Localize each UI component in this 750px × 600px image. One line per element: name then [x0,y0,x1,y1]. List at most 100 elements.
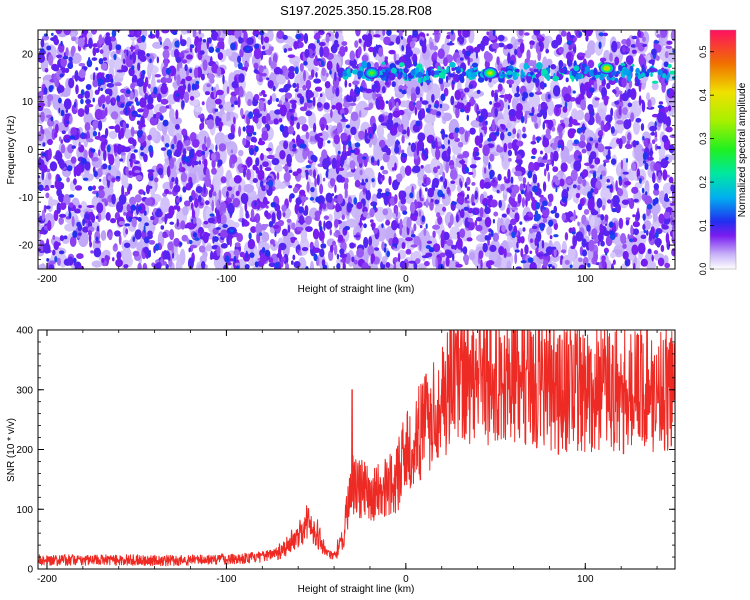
heatmap-cell [439,252,446,258]
heatmap-cell [423,260,430,267]
heatmap-cell [549,235,553,240]
heatmap-cell [458,126,465,135]
heatmap-cell [277,182,287,190]
heatmap-cell [600,240,605,247]
heatmap-cell [510,207,518,211]
heatmap-cell [645,191,648,196]
heatmap-cell [202,231,209,244]
heatmap-cell [159,41,163,46]
heatmap-signal-cell [420,77,424,83]
heatmap-cell [119,94,125,103]
heatmap-cell [338,234,344,242]
heatmap-cell [515,159,523,164]
heatmap-cell [363,223,367,229]
heatmap-cell [382,208,389,216]
heatmap-cell [379,99,385,110]
heatmap-cell [203,158,208,168]
heatmap-cell [258,99,265,112]
heatmap-cell [300,143,307,149]
heatmap-cell [47,138,53,146]
heatmap-cell [625,217,631,221]
heatmap-cell [118,234,122,246]
heatmap-cell [391,81,396,88]
heatmap-cell [77,108,85,117]
heatmap-cell [197,114,205,119]
heatmap-cell [493,102,501,108]
heatmap-cell [449,31,456,42]
heatmap-signal-cell [357,70,363,78]
x-tick-label: 100 [577,274,594,285]
heatmap-cell [466,194,470,200]
heatmap-cell [291,102,297,110]
heatmap-cell [516,241,519,249]
heatmap-cell [657,104,664,109]
heatmap-cell [158,262,162,267]
heatmap-signal-cell [438,72,444,79]
heatmap-cell [200,260,206,269]
heatmap-cell [669,202,675,206]
heatmap-cell [664,106,669,113]
heatmap-cell [609,52,613,63]
heatmap-cell [97,168,103,178]
heatmap-cell [45,205,51,210]
heatmap-cell [210,152,217,161]
heatmap-cell [314,177,317,187]
heatmap-cell [501,213,507,218]
heatmap-cell [325,72,329,77]
heatmap-cell [466,176,471,186]
heatmap-cell [577,203,583,211]
heatmap-cell [548,219,554,227]
heatmap-cell [498,200,502,209]
heatmap-cell [360,181,367,186]
heatmap-cell [194,106,203,113]
heatmap-cell [345,124,351,129]
heatmap-cell [386,250,391,258]
heatmap-cell [378,139,386,148]
heatmap-cell [102,163,108,170]
heatmap-cell [437,48,445,59]
heatmap-cell [159,105,167,113]
heatmap-cell [67,62,74,70]
heatmap-cell [399,100,410,108]
heatmap-cell [666,40,673,45]
heatmap-cell [335,202,341,213]
heatmap-cell [524,32,530,36]
heatmap-cell [633,262,636,269]
heatmap-cell [61,130,66,135]
heatmap-cell [125,228,129,235]
heatmap-cell [56,188,63,197]
heatmap-cell [577,176,583,185]
heatmap-cell [526,49,531,61]
heatmap-cell [388,112,393,121]
heatmap-cell [276,171,280,181]
heatmap-cell [361,79,366,89]
heatmap-cell [433,30,440,35]
heatmap-cell [253,137,257,143]
heatmap-cell [570,53,574,62]
heatmap-cell [578,257,583,263]
heatmap-cell [622,45,626,53]
heatmap-cell [614,100,620,105]
heatmap-cell [150,215,155,221]
heatmap-cell [259,164,263,172]
heatmap-cell [48,199,59,206]
heatmap-cell [507,131,512,137]
heatmap-cell [50,184,55,189]
heatmap-cell [102,57,108,61]
heatmap-cell [490,229,494,238]
heatmap-cell [254,261,259,268]
heatmap-cell [432,177,440,188]
heatmap-cell [325,192,333,203]
heatmap-cell [435,148,441,160]
heatmap-cell [137,50,146,57]
heatmap-cell [567,128,575,139]
colorbar-gradient [710,30,736,269]
heatmap-cell [609,230,615,236]
heatmap-cell [106,144,111,153]
heatmap-cell [445,256,450,267]
y-tick-label: -10 [19,193,34,204]
heatmap-cell [64,113,71,118]
heatmap-cell [272,224,280,229]
heatmap-cell [555,106,559,115]
heatmap-cell [162,232,168,239]
